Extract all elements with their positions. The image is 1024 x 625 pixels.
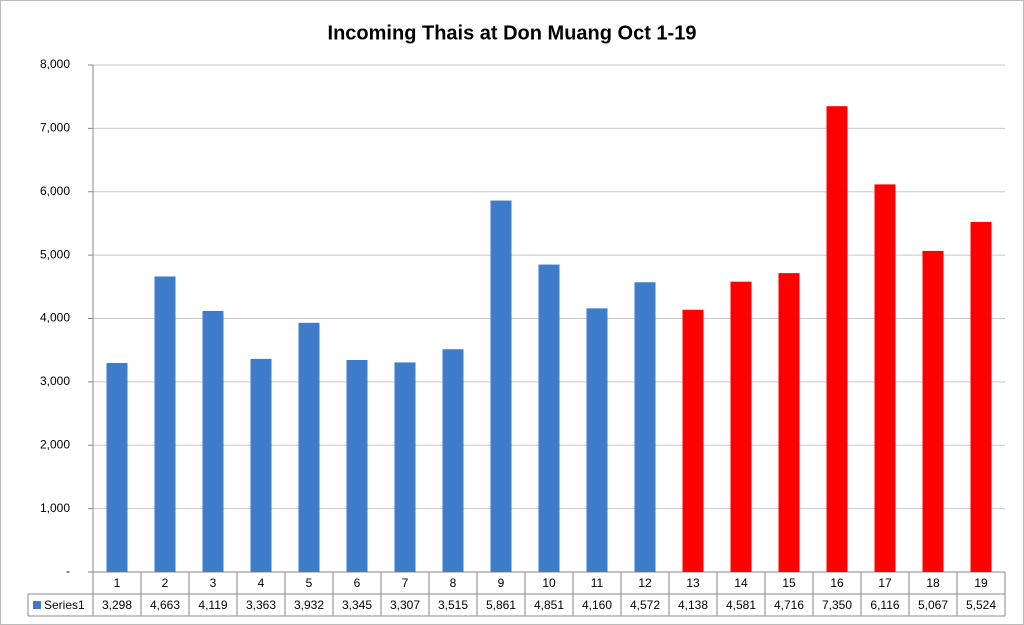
legend-key — [33, 601, 41, 609]
x-tick-label: 3 — [210, 576, 217, 590]
x-tick-label: 2 — [162, 576, 169, 590]
bar — [682, 309, 704, 572]
table-value: 4,160 — [582, 598, 612, 612]
table-value: 3,932 — [294, 598, 324, 612]
x-tick-label: 5 — [306, 576, 313, 590]
x-tick-label: 15 — [782, 576, 796, 590]
y-tick-label: - — [66, 564, 70, 578]
y-tick-label: 2,000 — [40, 437, 70, 451]
x-tick-label: 7 — [402, 576, 409, 590]
y-tick-label: 3,000 — [40, 374, 70, 388]
bar — [202, 310, 224, 572]
x-tick-label: 6 — [354, 576, 361, 590]
table-value: 4,663 — [150, 598, 180, 612]
bar — [154, 276, 176, 572]
x-tick-label: 18 — [926, 576, 940, 590]
table-value: 4,138 — [678, 598, 708, 612]
chart-title: Incoming Thais at Don Muang Oct 1-19 — [328, 22, 697, 44]
x-tick-label: 4 — [258, 576, 265, 590]
y-tick-label: 5,000 — [40, 247, 70, 261]
bar — [778, 273, 800, 572]
bar — [874, 184, 896, 572]
bar — [826, 106, 848, 572]
x-tick-label: 14 — [734, 576, 748, 590]
table-value: 4,119 — [198, 598, 227, 612]
x-tick-label: 10 — [542, 576, 556, 590]
table-value: 3,345 — [342, 598, 372, 612]
bar — [442, 349, 464, 572]
y-tick-label: 8,000 — [40, 57, 70, 71]
table-value: 5,067 — [918, 598, 948, 612]
table-value: 5,524 — [966, 598, 996, 612]
x-tick-label: 9 — [498, 576, 505, 590]
legend-label: Series1 — [44, 598, 85, 612]
table-value: 7,350 — [822, 598, 852, 612]
bar — [730, 281, 752, 572]
x-tick-label: 13 — [686, 576, 700, 590]
bar — [538, 264, 560, 572]
x-tick-label: 16 — [830, 576, 844, 590]
x-tick-label: 11 — [591, 576, 604, 590]
table-value: 3,307 — [390, 598, 420, 612]
x-tick-label: 12 — [638, 576, 652, 590]
table-value: 3,298 — [102, 598, 132, 612]
table-value: 4,572 — [630, 598, 660, 612]
table-value: 6,116 — [870, 598, 899, 612]
y-tick-label: 7,000 — [40, 121, 70, 135]
y-tick-label: 4,000 — [40, 311, 70, 325]
bar — [346, 360, 368, 572]
x-tick-label: 17 — [878, 576, 892, 590]
bar — [394, 362, 416, 572]
x-tick-label: 1 — [114, 576, 121, 590]
table-value: 3,363 — [246, 598, 276, 612]
x-tick-label: 8 — [450, 576, 457, 590]
bar — [250, 358, 272, 572]
bar — [970, 221, 992, 572]
table-value: 4,581 — [726, 598, 756, 612]
bar — [490, 200, 512, 572]
bar — [922, 250, 944, 572]
bar — [586, 308, 608, 572]
table-value: 4,716 — [774, 598, 804, 612]
y-tick-label: 6,000 — [40, 184, 70, 198]
x-tick-label: 19 — [974, 576, 988, 590]
bar — [298, 322, 320, 572]
table-value: 4,851 — [534, 598, 564, 612]
bar — [106, 362, 128, 572]
table-value: 5,861 — [486, 598, 516, 612]
bar — [634, 282, 656, 572]
y-tick-label: 1,000 — [40, 501, 70, 515]
table-value: 3,515 — [438, 598, 468, 612]
